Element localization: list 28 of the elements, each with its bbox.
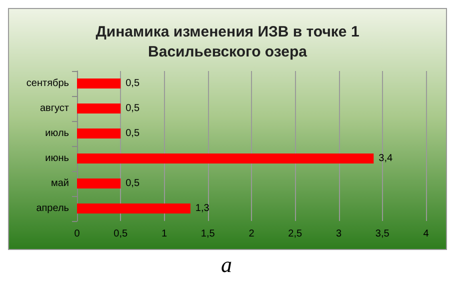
y-tick-label: апрель (36, 203, 69, 214)
y-tick-label: август (40, 103, 70, 114)
x-tick-label: 3 (336, 228, 342, 240)
y-tick-label: июнь (45, 153, 69, 164)
y-tick-label: май (50, 178, 69, 189)
data-label: 0,5 (126, 103, 140, 114)
y-tick-label: июль (45, 128, 69, 139)
y-tick-label: сентябрь (26, 78, 69, 89)
bar (77, 104, 121, 114)
data-label: 0,5 (126, 178, 140, 189)
bar (77, 154, 374, 164)
x-tick-label: 1 (161, 228, 168, 240)
x-tick-label: 0,5 (114, 228, 128, 240)
x-tick-label: 3,5 (375, 228, 390, 240)
chart-title: Динамика изменения ИЗВ в точке 1 Васильевского озера (96, 24, 360, 60)
text: а (220, 252, 233, 278)
bar (77, 78, 121, 88)
x-tick-label: 4 (423, 228, 430, 240)
bar (77, 178, 121, 188)
bar (77, 204, 190, 214)
data-label: 0,5 (126, 78, 140, 89)
x-tick-label: 0 (74, 228, 80, 240)
data-label: 3,4 (378, 153, 393, 164)
x-tick-label: 2 (248, 228, 255, 240)
x-tick-label: 2,5 (288, 228, 303, 240)
bar (77, 128, 121, 138)
data-label: 0,5 (126, 128, 140, 139)
x-tick-label: 1,5 (200, 228, 216, 240)
